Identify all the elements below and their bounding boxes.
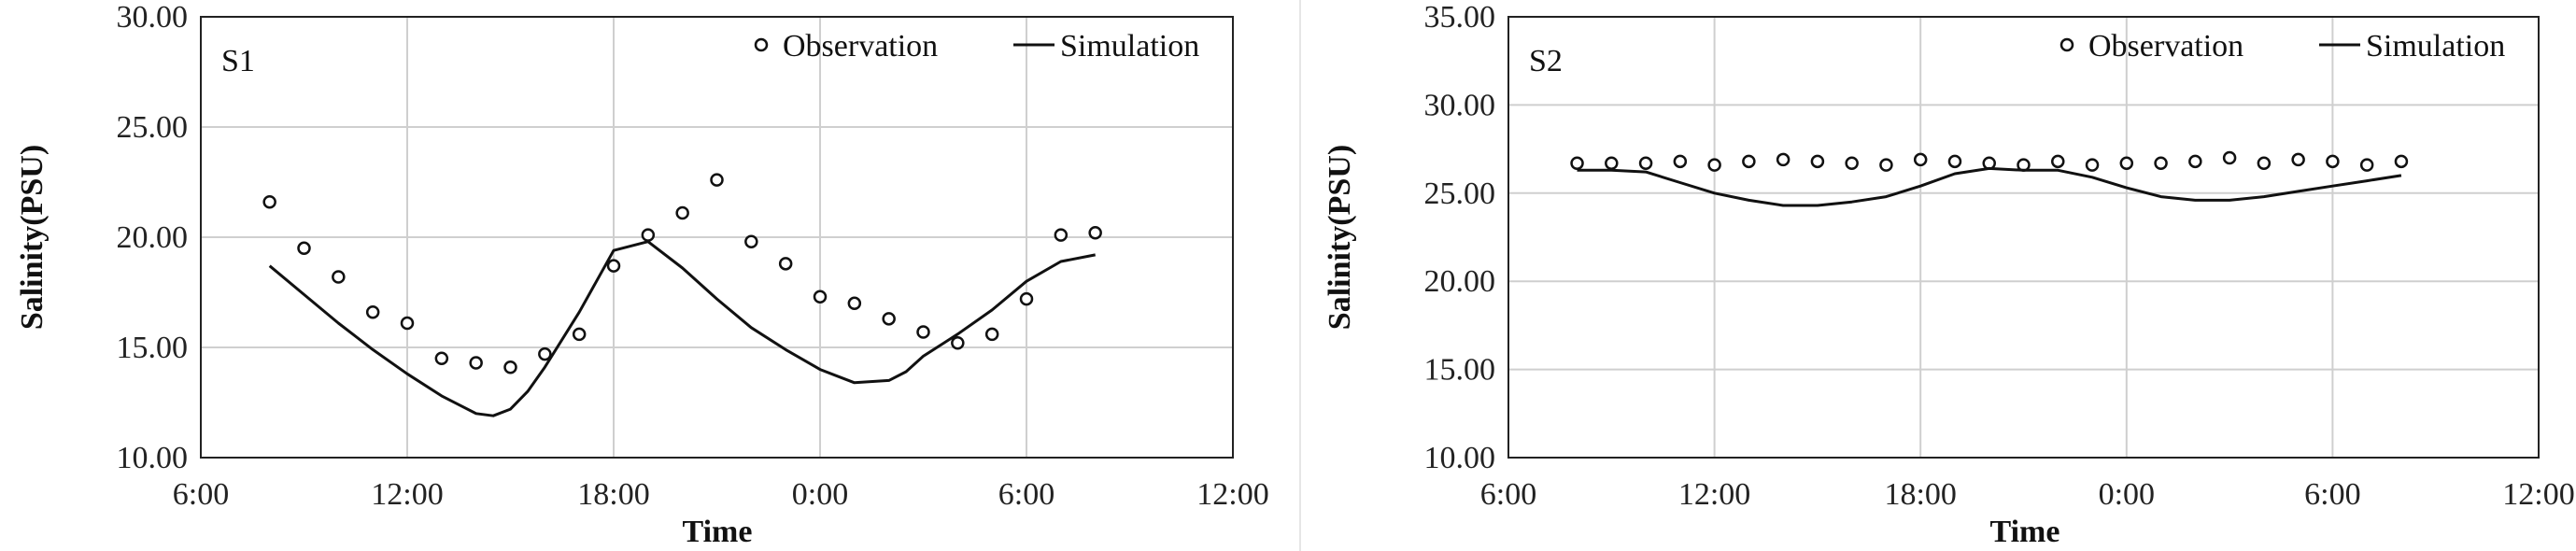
observation-point bbox=[778, 257, 793, 271]
observation-point bbox=[1605, 156, 1619, 170]
observation-point bbox=[332, 270, 346, 284]
observation-point bbox=[1638, 156, 1653, 170]
x-tick-label: 6:00 bbox=[173, 477, 229, 512]
observation-point bbox=[2188, 154, 2202, 169]
observation-point bbox=[2085, 158, 2100, 172]
x-tick-label: 0:00 bbox=[2099, 477, 2155, 512]
y-tick-label: 15.00 bbox=[1424, 353, 1496, 388]
observation-point bbox=[1019, 291, 1034, 306]
observation-point bbox=[1054, 228, 1069, 242]
x-axis-title: Time bbox=[1990, 515, 2060, 549]
observation-point bbox=[916, 325, 930, 339]
x-tick-label: 12:00 bbox=[1678, 477, 1750, 512]
y-axis-title: Salinity(PSU) bbox=[15, 145, 50, 330]
panel-label: S1 bbox=[221, 44, 255, 78]
observation-point bbox=[400, 316, 415, 331]
observation-point bbox=[262, 194, 276, 209]
observation-point bbox=[2394, 154, 2409, 169]
y-tick-label: 35.00 bbox=[1424, 0, 1496, 35]
legend-observation-marker bbox=[754, 37, 769, 52]
legend-observation-label: Observation bbox=[2088, 29, 2243, 64]
x-tick-label: 6:00 bbox=[2304, 477, 2360, 512]
observation-point bbox=[365, 304, 380, 319]
observation-point bbox=[710, 173, 724, 187]
panel-s1: 10.00 15.00 20.00 25.00 30.00 6:00 12:00 18:00 0… bbox=[15, 0, 1269, 549]
observation-point bbox=[1810, 154, 1825, 169]
observation-point bbox=[1707, 158, 1721, 172]
observation-point bbox=[2051, 154, 2065, 169]
observation-point bbox=[2154, 156, 2168, 170]
observation-point bbox=[2257, 156, 2272, 170]
x-tick-label: 6:00 bbox=[1480, 477, 1536, 512]
observation-point bbox=[951, 336, 965, 350]
observation-point bbox=[744, 234, 758, 248]
observation-point bbox=[572, 327, 587, 342]
x-tick-label: 18:00 bbox=[577, 477, 649, 512]
observation-point bbox=[1879, 158, 1893, 172]
observation-point bbox=[2291, 152, 2305, 167]
observation-point bbox=[2359, 158, 2374, 172]
x-tick-label: 12:00 bbox=[1196, 477, 1268, 512]
observation-point bbox=[1742, 154, 1756, 169]
y-tick-label: 25.00 bbox=[1424, 177, 1496, 211]
x-tick-label: 12:00 bbox=[371, 477, 443, 512]
observation-point bbox=[1776, 152, 1790, 167]
observation-point bbox=[813, 290, 828, 304]
y-axis-title: Salinity(PSU) bbox=[1323, 145, 1357, 330]
y-tick-label: 20.00 bbox=[1424, 264, 1496, 299]
observation-point bbox=[2222, 150, 2237, 165]
simulation-line bbox=[1577, 166, 2402, 207]
observation-point bbox=[847, 296, 862, 311]
observation-point bbox=[1088, 226, 1102, 240]
plot-frame bbox=[200, 16, 1234, 459]
observation-point bbox=[538, 346, 552, 361]
observation-point bbox=[1947, 154, 1962, 169]
legend-simulation-label: Simulation bbox=[1060, 29, 1199, 64]
observation-point bbox=[297, 241, 311, 256]
y-tick-label: 10.00 bbox=[117, 441, 189, 475]
legend-observation-marker bbox=[2059, 37, 2074, 52]
observation-point bbox=[1570, 156, 1584, 170]
observation-point bbox=[984, 327, 999, 342]
y-tick-label: 10.00 bbox=[1424, 441, 1496, 475]
simulation-line bbox=[268, 240, 1096, 417]
y-tick-label: 30.00 bbox=[117, 0, 189, 35]
x-tick-label: 6:00 bbox=[998, 477, 1054, 512]
observation-point bbox=[675, 205, 689, 220]
observation-point bbox=[1673, 154, 1688, 169]
legend-simulation-label: Simulation bbox=[2366, 29, 2505, 64]
observation-point bbox=[641, 228, 656, 242]
observation-point bbox=[2326, 154, 2340, 169]
observation-point bbox=[1913, 152, 1928, 167]
observation-point bbox=[2119, 156, 2134, 170]
x-tick-label: 18:00 bbox=[1884, 477, 1956, 512]
x-tick-label: 0:00 bbox=[792, 477, 848, 512]
observation-point bbox=[882, 312, 896, 326]
observation-point bbox=[503, 360, 517, 374]
plot-frame bbox=[1507, 16, 2540, 459]
x-axis-title: Time bbox=[683, 515, 753, 549]
observation-point bbox=[1845, 156, 1859, 170]
x-tick-label: 12:00 bbox=[2502, 477, 2574, 512]
y-tick-label: 15.00 bbox=[117, 331, 189, 365]
observation-point bbox=[469, 356, 483, 370]
observation-point bbox=[434, 351, 449, 366]
panel-label: S2 bbox=[1529, 44, 1563, 78]
y-tick-label: 20.00 bbox=[117, 220, 189, 255]
y-tick-label: 30.00 bbox=[1424, 88, 1496, 122]
panel-s2: 10.00 15.00 20.00 25.00 30.00 35.00 6:00 12:00 1… bbox=[1323, 0, 2575, 549]
legend-observation-label: Observation bbox=[783, 29, 938, 64]
y-tick-label: 25.00 bbox=[117, 110, 189, 145]
observation-point bbox=[606, 259, 621, 273]
